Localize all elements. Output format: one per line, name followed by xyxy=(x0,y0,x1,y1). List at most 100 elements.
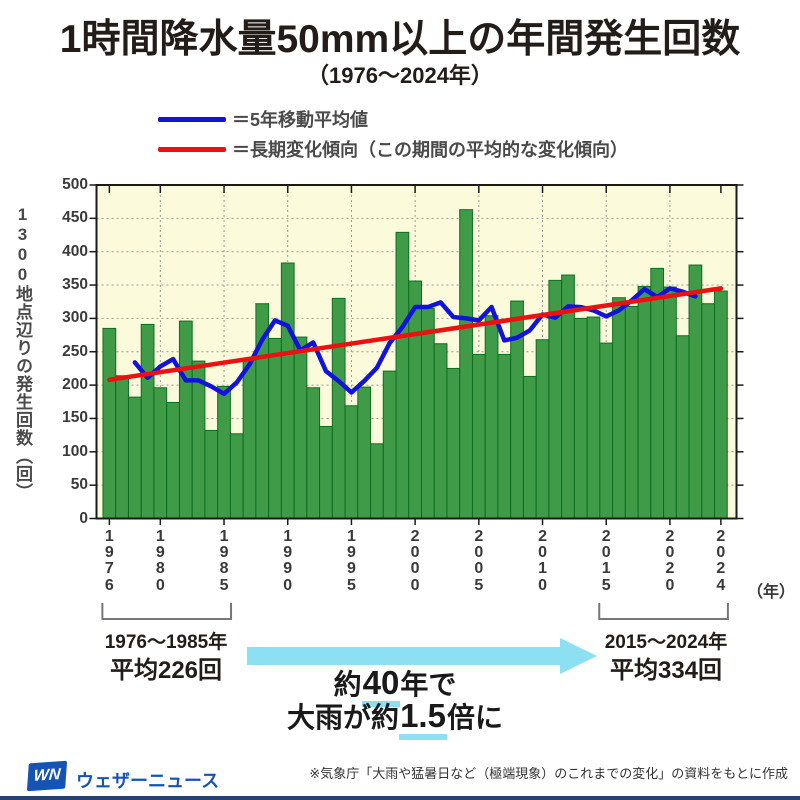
source-credit: ※気象庁「大雨や猛暑日など（極端現象）のこれまでの変化」の資料をもとに作成 xyxy=(309,766,788,781)
bar xyxy=(153,387,168,519)
bar xyxy=(484,315,499,519)
y-tick-label: 200 xyxy=(62,376,88,394)
subtitle: （1976〜2024年） xyxy=(307,63,493,88)
bar xyxy=(127,396,142,519)
range-bracket xyxy=(101,603,233,620)
line1-post: 年で xyxy=(400,669,457,700)
bar xyxy=(701,303,716,520)
brand-name: ウェザーニュース xyxy=(76,771,220,791)
bar xyxy=(624,305,639,520)
bar xyxy=(395,231,410,519)
bar xyxy=(421,307,435,519)
highlight-text-line1: 約40年で xyxy=(0,663,790,707)
y-tick-label: 0 xyxy=(79,509,88,527)
line2-number: 1.5 xyxy=(399,697,447,740)
annotation-right-average: 平均334回 xyxy=(609,657,723,684)
bar xyxy=(663,286,677,519)
annotation-left-range: 1976〜1985年 xyxy=(104,632,228,653)
bar xyxy=(268,337,282,519)
y-tick-label: 400 xyxy=(62,242,88,260)
bar xyxy=(586,316,601,520)
y-tick-label: 100 xyxy=(62,442,88,460)
y-tick-label: 150 xyxy=(62,409,88,427)
trend-line-swatch xyxy=(158,146,226,152)
bar xyxy=(217,385,231,519)
bar xyxy=(433,343,448,519)
bar xyxy=(471,353,486,519)
legend: ＝5年移動平均値 ＝長期変化傾向（この期間の平均的な変化傾向） xyxy=(158,104,628,164)
bar xyxy=(370,443,384,519)
bar xyxy=(522,375,537,519)
range-bracket xyxy=(598,603,729,620)
annotation-right-range: 2015〜2024年 xyxy=(604,632,728,653)
bar xyxy=(459,209,473,520)
bar xyxy=(535,339,550,519)
bar xyxy=(178,320,193,519)
big-arrow xyxy=(247,647,561,665)
line2-post: 倍に xyxy=(446,702,503,733)
bar xyxy=(650,267,665,519)
bar xyxy=(714,290,728,520)
moving-average-line-swatch xyxy=(158,116,226,122)
bar xyxy=(242,357,257,520)
page-title: 1時間降水量50mm以上の年間発生回数 xyxy=(59,18,741,61)
bar xyxy=(599,342,614,520)
logo-text: WN xyxy=(33,766,62,785)
bar xyxy=(331,297,346,520)
bar xyxy=(166,401,180,519)
bar xyxy=(115,375,129,519)
bar xyxy=(306,387,321,519)
bar xyxy=(573,317,588,519)
bar xyxy=(140,323,155,520)
legend-item-moving-average: ＝5年移動平均値 xyxy=(158,104,628,134)
y-tick-label: 300 xyxy=(62,309,88,327)
y-tick-label: 250 xyxy=(62,342,88,360)
bar xyxy=(612,297,626,519)
big-arrow-head xyxy=(560,638,597,674)
bar xyxy=(357,386,372,520)
y-tick-label: 500 xyxy=(62,176,88,193)
bar xyxy=(688,264,703,520)
bar xyxy=(204,429,219,519)
legend-item-trend: ＝長期変化傾向（この期間の平均的な変化傾向） xyxy=(158,134,628,164)
legend-label-moving-average: ＝5年移動平均値 xyxy=(232,110,369,130)
highlight-text-line2: 大雨が約1.5倍に xyxy=(0,696,790,740)
y-tick-label: 350 xyxy=(62,276,88,294)
bar xyxy=(229,433,244,519)
bar xyxy=(382,370,397,519)
bar xyxy=(344,405,359,520)
trend-line xyxy=(107,286,724,383)
line1-number: 40 xyxy=(361,664,401,707)
y-tick-label: 50 xyxy=(70,476,88,494)
line2-pre: 大雨が約 xyxy=(287,702,400,733)
bar xyxy=(675,335,690,519)
bar xyxy=(319,425,333,520)
bottom-stripe xyxy=(0,796,800,800)
bar xyxy=(497,353,512,519)
y-axis-title: 1300地点辺りの発生回数（回） xyxy=(13,205,32,501)
annotation-left-average: 平均226回 xyxy=(109,657,223,684)
bar xyxy=(280,262,295,519)
y-tick-label: 450 xyxy=(62,209,88,227)
line1-pre: 約 xyxy=(333,669,362,700)
weathernews-logo: WN xyxy=(26,760,68,792)
legend-label-trend: ＝長期変化傾向（この期間の平均的な変化傾向） xyxy=(232,140,628,160)
x-axis-unit-label: （年） xyxy=(747,584,796,601)
bar xyxy=(102,327,117,519)
moving-average-line xyxy=(132,286,698,397)
bar xyxy=(293,336,308,519)
bar xyxy=(637,285,652,519)
